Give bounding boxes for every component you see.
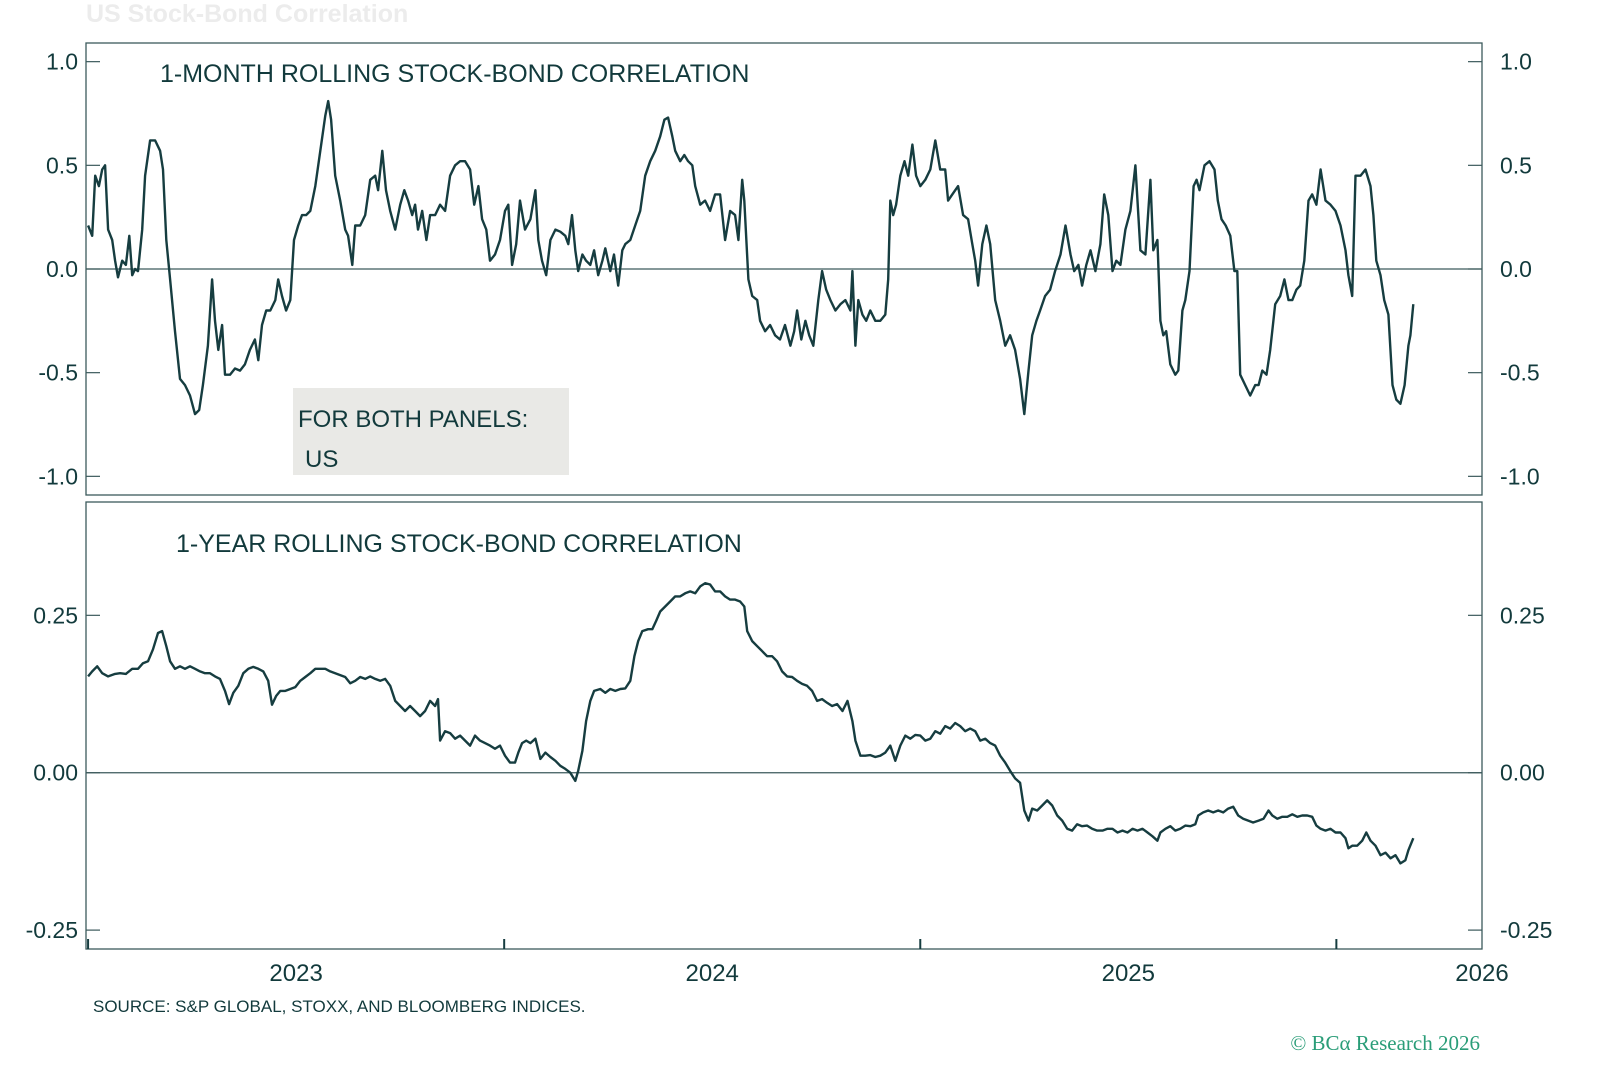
panel-frame (85, 501, 1483, 950)
y-tick-label-right: 0.25 (1500, 602, 1545, 628)
panel-note-box: FOR BOTH PANELS: US (293, 388, 569, 475)
x-tick-label: 2024 (686, 960, 739, 987)
y-tick-label-left: 0.5 (46, 152, 78, 178)
y-tick-label-right: -1.0 (1500, 463, 1540, 489)
y-tick-label-left: 0.25 (33, 602, 78, 628)
panel-2: 0.25 0.25 0.00 0.00 -0.25 -0.25 1-YEAR ROLLING… (26, 501, 1552, 987)
x-tick-label: 2023 (269, 960, 322, 987)
y-tick-label-left: -0.5 (38, 360, 78, 386)
y-tick-label-left: -1.0 (38, 463, 78, 489)
panel-1: 1.0 1.0 0.5 0.5 0.0 0.0 -0.5 -0.5 -1.0 -1.0 1-MONT… (38, 42, 1540, 496)
y-tick-label-left: 1.0 (46, 49, 78, 75)
y-tick-label-left: 0.0 (46, 256, 78, 282)
x-tick-label: 2026 (1455, 960, 1508, 987)
x-tick-label: 2025 (1102, 960, 1155, 987)
y-tick-label-right: 0.5 (1500, 152, 1532, 178)
y-tick-label-right: -0.5 (1500, 360, 1540, 386)
panel-title: 1-YEAR ROLLING STOCK-BOND CORRELATION (176, 530, 742, 558)
y-tick-label-right: 0.0 (1500, 256, 1532, 282)
y-tick-label-right: -0.25 (1500, 917, 1552, 943)
panel-title: 1-MONTH ROLLING STOCK-BOND CORRELATION (160, 60, 749, 88)
series-line-2 (87, 582, 1415, 865)
y-tick-label-right: 1.0 (1500, 49, 1532, 75)
chart-faint-title: US Stock-Bond Correlation (86, 0, 409, 28)
series-line-1 (86, 99, 1415, 416)
y-tick-label-right: 0.00 (1500, 760, 1545, 786)
y-tick-label-left: -0.25 (26, 917, 78, 943)
copyright-logo: © BCα Research 2026 (1290, 1031, 1480, 1055)
note-line-1: FOR BOTH PANELS: (298, 406, 529, 433)
note-line-2: US (305, 446, 339, 473)
source-note: SOURCE: S&P GLOBAL, STOXX, AND BLOOMBERG… (93, 997, 586, 1016)
y-tick-label-left: 0.00 (33, 760, 78, 786)
